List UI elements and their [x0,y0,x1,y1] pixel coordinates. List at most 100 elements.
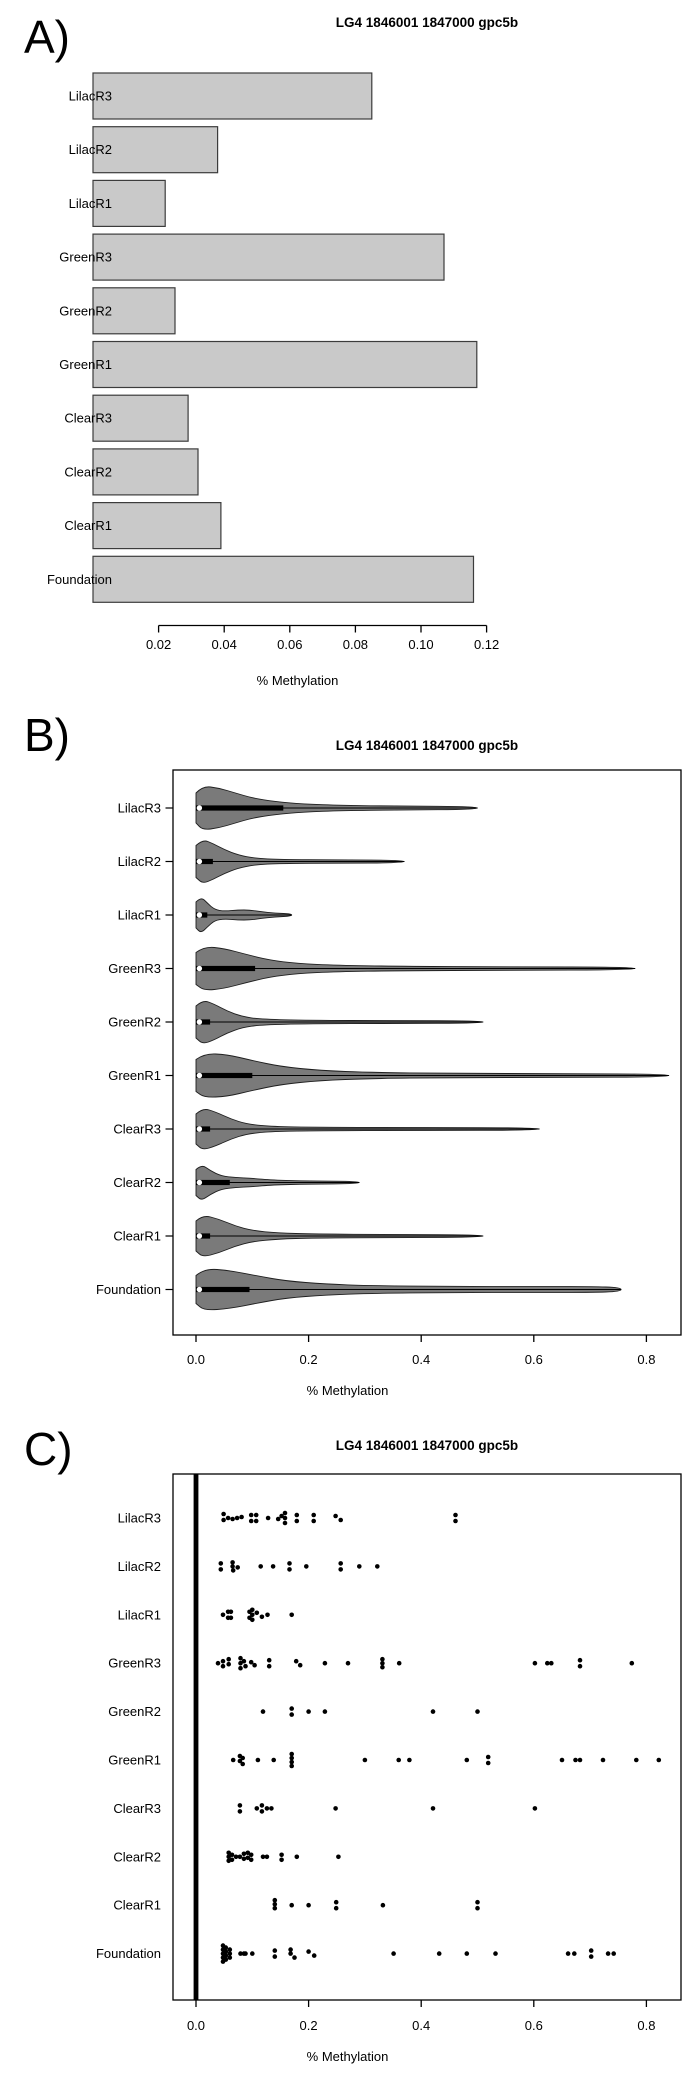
data-point-GreenR1 [634,1757,639,1763]
category-label-GreenR2: GreenR2 [108,1704,161,1719]
data-point-GreenR1 [656,1757,662,1763]
data-point-GreenR3 [238,1655,243,1661]
data-point-GreenR1 [230,1757,236,1763]
data-point-Foundation [227,1955,233,1960]
bar-Foundation [92,555,475,603]
bar-ClearR1 [92,502,222,550]
data-point-GreenR1 [240,1755,245,1761]
data-point-GreenR3 [345,1660,351,1666]
data-point-LilacR1 [289,1612,295,1618]
data-point-LilacR2 [230,1564,235,1569]
bar-ClearR3 [92,394,189,442]
panel-b-x-tick-label: 0.2 [300,1352,318,1367]
data-point-LilacR3 [333,1513,338,1519]
data-point-LilacR3 [282,1510,288,1516]
data-point-ClearR1 [306,1902,311,1908]
violin-median-bar-ClearR2 [196,1179,230,1186]
data-point-GreenR3 [577,1663,583,1669]
bar-GreenR2 [92,287,176,335]
data-point-LilacR2 [258,1564,264,1569]
data-point-LilacR2 [287,1561,292,1566]
data-point-LilacR3 [230,1516,235,1522]
category-label-GreenR2: GreenR2 [108,1015,161,1030]
data-point-ClearR1 [333,1905,339,1911]
category-label-ClearR1: ClearR1 [113,1229,161,1244]
data-point-Foundation [272,1954,278,1959]
data-point-LilacR3 [294,1518,300,1524]
data-point-Foundation [288,1947,293,1952]
bar-ClearR2 [92,448,199,496]
panel-c-x-tick-label: 0.2 [300,2018,318,2033]
data-point-Foundation [227,1947,233,1952]
data-point-ClearR1 [289,1902,295,1908]
panel-b-letter: B) [24,709,70,761]
data-point-GreenR3 [380,1664,385,1670]
data-point-ClearR1 [380,1902,386,1908]
data-point-LilacR3 [253,1518,259,1524]
category-label-GreenR2: GreenR2 [59,303,112,318]
data-point-GreenR1 [362,1757,368,1763]
data-point-GreenR2 [322,1709,328,1714]
data-point-ClearR1 [475,1899,480,1905]
data-point-GreenR1 [577,1757,583,1763]
data-point-GreenR3 [532,1660,538,1666]
data-point-ClearR1 [333,1899,339,1905]
violin-median-bar-LilacR3 [196,805,284,811]
data-point-ClearR2 [241,1851,247,1857]
data-point-GreenR3 [396,1660,402,1666]
data-point-GreenR1 [289,1759,295,1765]
data-point-GreenR3 [380,1660,385,1666]
panel-c-x-tick-label: 0.6 [525,2018,543,2033]
violin-median-bar-GreenR2 [196,1019,211,1025]
data-point-LilacR2 [338,1567,344,1572]
data-point-LilacR2 [270,1564,276,1569]
data-point-ClearR2 [294,1854,300,1860]
data-point-GreenR1 [271,1757,277,1763]
data-point-GreenR1 [600,1757,606,1763]
data-point-GreenR1 [240,1761,245,1767]
data-point-GreenR3 [297,1662,303,1668]
data-point-LilacR2 [304,1564,309,1569]
data-point-LilacR1 [259,1614,265,1620]
category-label-GreenR1: GreenR1 [108,1068,161,1083]
data-point-ClearR2 [229,1852,235,1858]
data-point-LilacR3 [239,1514,244,1520]
data-point-LilacR3 [453,1518,458,1524]
bar-GreenR3 [92,233,445,281]
panel-a-title: LG4 1846001 1847000 gpc5b [335,15,519,30]
data-point-LilacR3 [234,1515,240,1521]
data-point-ClearR2 [229,1857,235,1863]
panel-a-x-tick-label: 0.12 [474,637,499,652]
data-point-GreenR1 [289,1763,295,1769]
data-point-GreenR1 [289,1751,295,1757]
data-point-GreenR1 [407,1757,412,1763]
data-point-ClearR2 [279,1852,284,1858]
data-point-ClearR3 [259,1803,265,1808]
data-point-Foundation [605,1951,611,1956]
data-point-Foundation [223,1957,229,1962]
panel-b-x-tick-label: 0.0 [187,1352,205,1367]
category-label-GreenR3: GreenR3 [108,1656,161,1671]
data-point-Foundation [391,1951,396,1956]
data-point-GreenR2 [260,1709,266,1714]
category-label-LilacR2: LilacR2 [118,1559,161,1574]
data-point-LilacR2 [230,1568,236,1573]
data-point-LilacR3 [275,1516,281,1522]
panel-c-plot-box [172,1473,682,2001]
category-label-Foundation: Foundation [47,572,112,587]
data-point-Foundation [588,1948,594,1953]
data-point-LilacR1 [265,1612,270,1618]
data-point-LilacR1 [250,1607,255,1613]
data-point-GreenR3 [577,1657,583,1663]
bar-LilacR3 [92,72,373,120]
data-point-GreenR3 [266,1657,272,1663]
data-point-Foundation [306,1949,311,1954]
data-point-Foundation [238,1951,243,1956]
panel-b-x-tick-label: 0.6 [525,1352,543,1367]
violin-median-bar-Foundation [196,1286,250,1293]
data-point-ClearR2 [241,1856,247,1862]
data-point-GreenR1 [485,1760,491,1766]
violin-median-dot-ClearR2 [196,1179,203,1186]
data-point-Foundation [243,1951,248,1956]
data-point-GreenR1 [396,1757,402,1763]
